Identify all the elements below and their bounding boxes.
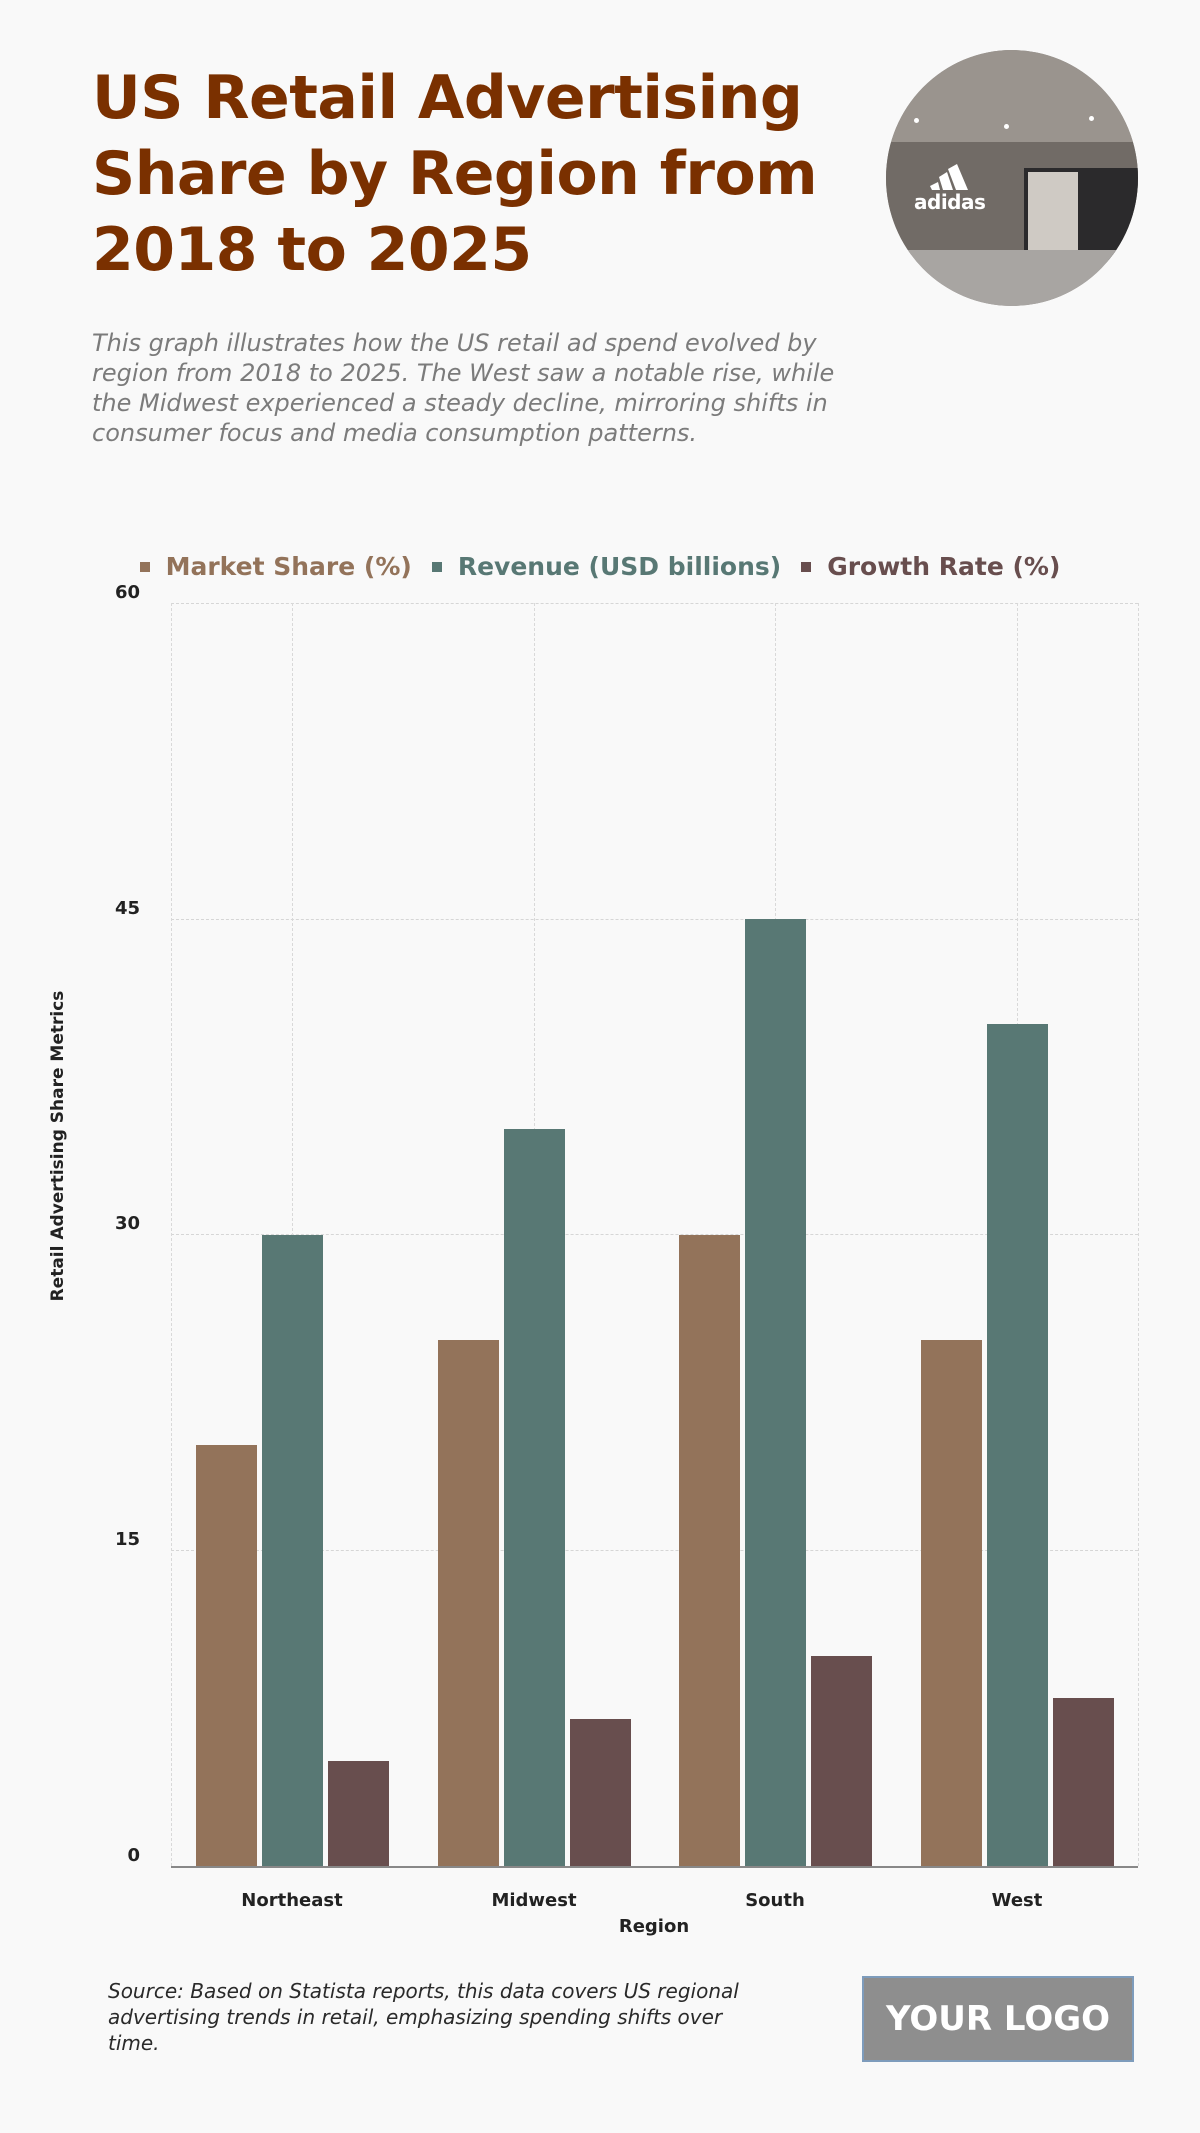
- hero-ceiling: [886, 50, 1138, 143]
- y-tick-label: 30: [114, 1213, 140, 1234]
- adidas-logo-icon: [930, 164, 968, 190]
- bar-west-revenue[interactable]: [986, 1024, 1048, 1866]
- legend-label: Revenue (USD billions): [457, 552, 782, 581]
- page-description: This graph illustrates how the US retail…: [92, 329, 835, 447]
- y-axis-title: Retail Advertising Share Metrics: [48, 990, 68, 1302]
- x-tick-label-midwest: Midwest: [491, 1890, 577, 1911]
- y-tick-label: 60: [114, 582, 140, 603]
- hero-floor: [886, 249, 1138, 306]
- x-axis-title: Region: [618, 1916, 690, 1937]
- legend-item-market-share[interactable]: Market Share (%): [139, 552, 412, 581]
- gridline: [171, 919, 1138, 920]
- ceiling-light-icon: [914, 118, 919, 123]
- bar-south-revenue[interactable]: [744, 918, 806, 1866]
- bar-northeast-growth[interactable]: [327, 1760, 389, 1866]
- x-axis-line: [171, 1866, 1138, 1868]
- hero-storefront: [1024, 168, 1138, 260]
- y-tick-label: 15: [114, 1529, 140, 1550]
- ceiling-light-icon: [1089, 116, 1094, 121]
- ceiling-light-icon: [1004, 124, 1009, 129]
- bar-northeast-revenue[interactable]: [261, 1234, 323, 1866]
- gridline: [171, 1550, 1138, 1551]
- gridline: [171, 1234, 1138, 1235]
- y-tick-label: 0: [127, 1845, 140, 1866]
- legend-item-growth-rate[interactable]: Growth Rate (%): [801, 552, 1060, 581]
- bar-west-growth[interactable]: [1052, 1697, 1114, 1866]
- bar-northeast-market[interactable]: [195, 1445, 257, 1866]
- bar-south-growth[interactable]: [810, 1655, 872, 1866]
- source-note: Source: Based on Statista reports, this …: [108, 1979, 739, 2055]
- legend-swatch-icon: [801, 561, 812, 572]
- bar-south-market[interactable]: [678, 1234, 740, 1866]
- y-tick-label: 45: [114, 898, 140, 919]
- x-tick-label-south: South: [745, 1890, 805, 1911]
- gridline: [1138, 603, 1139, 1866]
- gridline: [171, 603, 172, 1866]
- bar-west-market[interactable]: [920, 1339, 982, 1866]
- chart-legend: Market Share (%) Revenue (USD billions) …: [0, 552, 1200, 581]
- legend-swatch-icon: [431, 561, 442, 572]
- bar-midwest-revenue[interactable]: [503, 1129, 565, 1866]
- legend-item-revenue[interactable]: Revenue (USD billions): [431, 552, 782, 581]
- legend-label: Growth Rate (%): [827, 552, 1061, 581]
- gridline: [171, 603, 1138, 604]
- x-tick-label-northeast: Northeast: [241, 1890, 343, 1911]
- brand-logo-placeholder: YOUR LOGO: [862, 1976, 1134, 2062]
- legend-swatch-icon: [139, 561, 150, 572]
- legend-label: Market Share (%): [165, 552, 412, 581]
- x-tick-label-west: West: [991, 1890, 1043, 1911]
- bar-midwest-growth[interactable]: [569, 1718, 631, 1866]
- hero-image: adidas: [886, 50, 1138, 306]
- hero-logo-text: adidas: [914, 190, 986, 214]
- page-title: US Retail Advertising Share by Region fr…: [92, 63, 818, 285]
- bar-midwest-market[interactable]: [437, 1339, 499, 1866]
